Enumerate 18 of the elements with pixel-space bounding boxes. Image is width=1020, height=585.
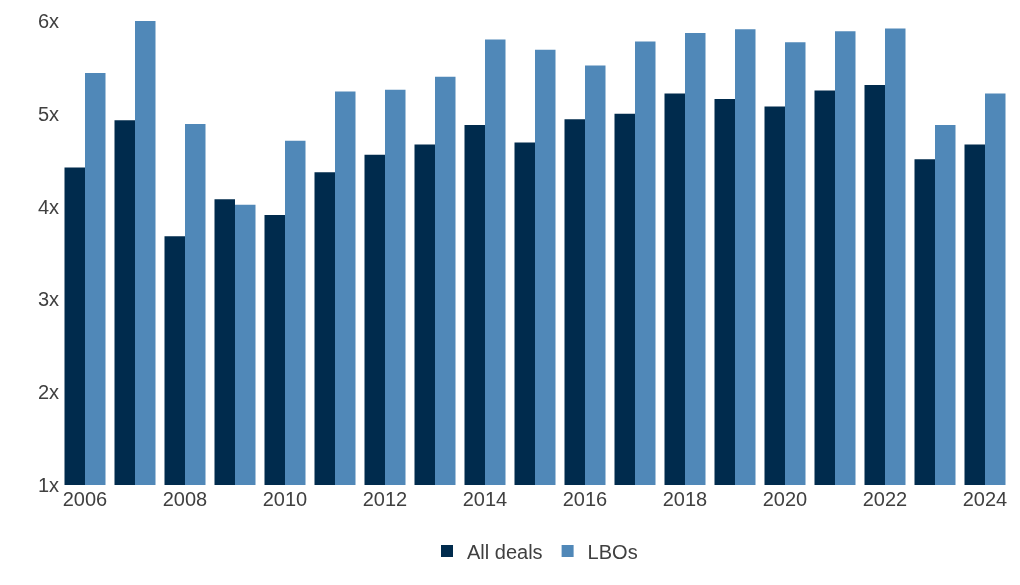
legend-label: LBOs (587, 540, 638, 563)
x-tick-label: 2022 (862, 488, 908, 510)
x-tick-label: 2024 (962, 488, 1008, 510)
y-tick-label: 6x (37, 10, 59, 32)
y-tick-label: 2x (37, 381, 59, 404)
x-tick-label: 2018 (662, 488, 708, 510)
y-tick-label: 5x (37, 102, 59, 125)
legend-label: All deals (467, 540, 543, 563)
y-tick-label: 3x (37, 288, 59, 311)
x-tick-label: 2020 (762, 488, 808, 510)
x-tick-label: 2008 (162, 488, 208, 510)
x-tick-label: 2014 (462, 488, 508, 510)
x-tick-label: 2010 (262, 488, 308, 510)
y-tick-label: 1x (37, 474, 59, 496)
x-tick-label: 2016 (562, 488, 608, 510)
x-tick-label: 2012 (362, 488, 408, 510)
y-tick-label: 4x (37, 195, 59, 218)
x-tick-label: 2006 (62, 488, 108, 510)
